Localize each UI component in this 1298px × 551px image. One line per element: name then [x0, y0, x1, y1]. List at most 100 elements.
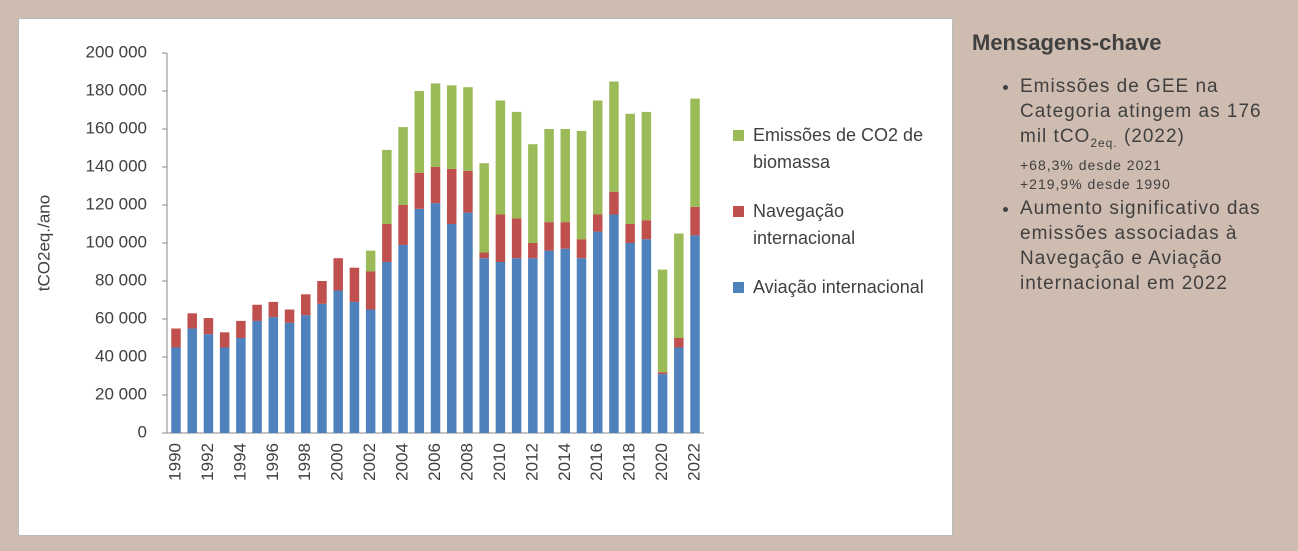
- x-tick-label: 2002: [360, 443, 379, 481]
- bar-segment: [511, 218, 522, 259]
- bar-segment: [544, 222, 554, 251]
- legend: Emissões de CO2 de biomassa Navegação int…: [733, 122, 933, 323]
- bar-segment: [333, 258, 343, 291]
- panel-title: Mensagens-chave: [972, 30, 1162, 55]
- key-messages: Mensagens-chave Emissões de GEE na Categ…: [972, 30, 1290, 298]
- bar-segment: [301, 315, 311, 433]
- bar-segment: [544, 129, 554, 223]
- bar-segment: [576, 258, 587, 433]
- legend-label: Navegação internacional: [753, 201, 856, 248]
- bar-segment: [690, 206, 700, 236]
- y-tick-label: 80 000: [95, 270, 147, 289]
- bar-segment: [187, 328, 197, 433]
- x-tick-label: 2018: [620, 443, 639, 481]
- bar-segment: [528, 258, 538, 433]
- y-tick-label: 40 000: [95, 346, 147, 365]
- y-tick-label: 100 000: [86, 232, 147, 251]
- bar-segment: [187, 313, 197, 329]
- bar-segment: [463, 212, 473, 433]
- bar-segment: [592, 231, 603, 433]
- bar-segment: [171, 328, 181, 348]
- bar-segment: [301, 294, 311, 316]
- x-tick-label: 2000: [328, 443, 347, 481]
- bar-segment: [625, 113, 635, 224]
- bar-segment: [349, 301, 360, 433]
- bar-segment: [674, 233, 684, 338]
- bar-segment: [560, 222, 571, 249]
- y-tick-label: 20 000: [95, 384, 147, 403]
- bar-segment: [252, 320, 262, 433]
- bar-segment: [609, 81, 619, 192]
- bar-segment: [236, 320, 246, 338]
- bar-segment: [641, 239, 652, 433]
- bar-segment: [365, 309, 376, 433]
- bar-segment: [560, 129, 571, 223]
- bar-segment: [349, 267, 360, 302]
- bar-segment: [479, 258, 489, 433]
- x-tick-label: 1992: [198, 443, 217, 481]
- bar-segment: [609, 191, 619, 215]
- bar-segment: [576, 239, 587, 259]
- bar-segment: [268, 317, 279, 433]
- bar-segment: [414, 91, 425, 173]
- legend-label: Aviação internacional: [753, 277, 924, 297]
- bar-segment: [236, 338, 246, 433]
- bullet-text: (2022): [1117, 126, 1185, 147]
- bullet-list: Emissões de GEE na Categoria atingem as …: [972, 74, 1290, 296]
- y-axis-label: tCO2eq./ano: [34, 195, 53, 291]
- legend-item: Aviação internacional: [733, 274, 933, 301]
- bar-segment: [641, 111, 652, 221]
- bar-segment: [252, 304, 262, 321]
- legend-swatch: [733, 130, 744, 141]
- bar-segment: [657, 269, 668, 373]
- bar-segment: [641, 220, 652, 240]
- legend-item: Navegação internacional: [733, 198, 933, 252]
- bar-segment: [657, 372, 668, 375]
- bar-segment: [398, 244, 408, 433]
- bar-segment: [609, 214, 619, 433]
- bar-segment: [171, 347, 181, 433]
- x-tick-label: 1994: [230, 443, 249, 481]
- bar-segment: [203, 334, 214, 433]
- x-tick-label: 2012: [522, 443, 541, 481]
- bar-segment: [560, 248, 571, 433]
- y-tick-label: 120 000: [86, 194, 147, 213]
- bar-segment: [690, 235, 700, 433]
- bullet-text: Emissões de GEE na Categoria atingem as …: [1020, 76, 1262, 147]
- bar-segment: [446, 168, 457, 224]
- bar-segment: [528, 243, 538, 259]
- bar-segment: [333, 290, 343, 433]
- x-tick-label: 2006: [425, 443, 444, 481]
- y-tick-label: 140 000: [86, 156, 147, 175]
- bar-segment: [414, 172, 425, 209]
- bar-segment: [430, 83, 441, 167]
- x-tick-label: 1998: [295, 443, 314, 481]
- legend-item: Emissões de CO2 de biomassa: [733, 122, 933, 176]
- bar-segment: [219, 347, 230, 433]
- bar-segment: [674, 347, 684, 433]
- bar-segment: [284, 309, 295, 323]
- x-tick-label: 1990: [165, 443, 184, 481]
- legend-swatch: [733, 206, 744, 217]
- bar-segment: [479, 252, 489, 259]
- bar-segment: [446, 85, 457, 169]
- bar-segment: [365, 250, 376, 272]
- subscript: 2eq.: [1090, 135, 1118, 150]
- bar-segment: [625, 224, 635, 243]
- bar-segment: [414, 208, 425, 433]
- note: +219,9% desde 1990: [1020, 175, 1171, 192]
- bar-segment: [463, 87, 473, 171]
- x-tick-label: 2004: [393, 443, 412, 481]
- bar-segment: [268, 301, 279, 318]
- y-tick-label: 60 000: [95, 308, 147, 327]
- x-tick-label: 1996: [263, 443, 282, 481]
- y-tick-label: 180 000: [86, 80, 147, 99]
- bar-segment: [430, 203, 441, 433]
- bar-segment: [625, 243, 635, 433]
- bullet: Aumento significativo das emissões assoc…: [1020, 196, 1290, 296]
- bar-segment: [365, 271, 376, 310]
- bar-segment: [511, 111, 522, 219]
- bar-segment: [592, 100, 603, 215]
